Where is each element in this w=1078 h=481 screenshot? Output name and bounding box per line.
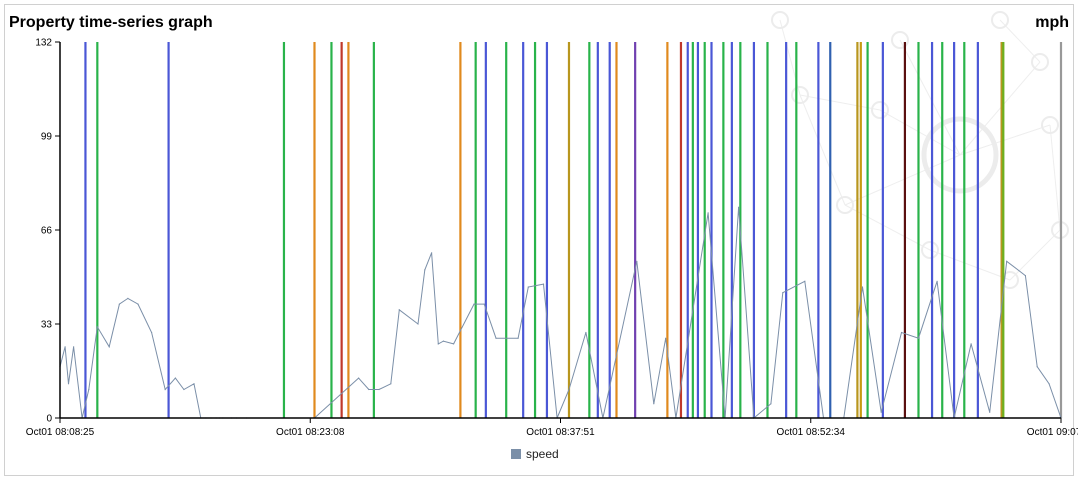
- decor-node: [771, 11, 789, 29]
- data-point: [96, 326, 98, 328]
- data-point: [970, 343, 972, 345]
- y-tick-label: 99: [41, 132, 53, 143]
- data-point: [738, 206, 740, 208]
- data-point: [1048, 383, 1050, 385]
- data-point: [861, 286, 864, 288]
- data-point: [770, 403, 772, 405]
- data-point: [936, 280, 938, 282]
- data-point: [358, 377, 360, 379]
- data-point: [473, 303, 475, 305]
- decor-node: [921, 241, 939, 259]
- data-point: [989, 411, 991, 413]
- data-point: [73, 346, 75, 348]
- data-point: [151, 331, 153, 334]
- decor-node: [991, 11, 1009, 29]
- data-point: [368, 388, 370, 391]
- data-point: [782, 292, 784, 294]
- data-point: [174, 377, 176, 379]
- data-point: [118, 303, 120, 305]
- data-point: [636, 260, 638, 262]
- decor-node: [891, 31, 909, 49]
- y-tick-label: 66: [41, 226, 53, 237]
- data-point: [804, 280, 806, 282]
- x-tick-label: Oct01 09:07:17: [1027, 427, 1078, 438]
- data-point: [880, 411, 882, 413]
- data-point: [424, 269, 426, 271]
- decor-link: [959, 124, 1051, 156]
- data-point: [453, 343, 455, 345]
- y-tick-label: 0: [46, 414, 52, 425]
- data-point: [88, 388, 90, 391]
- y-tick-label: 33: [41, 320, 53, 331]
- data-point: [707, 212, 709, 214]
- decor-node: [1031, 53, 1049, 71]
- axes: 0 33 66 99 132 Oct01 08:08:25 Oct01 08:23:08 Oc…: [26, 38, 1078, 439]
- chart-frame: Property time-series graph mph: [4, 4, 1074, 476]
- data-point: [108, 346, 110, 348]
- data-point: [127, 297, 129, 299]
- data-point: [542, 283, 545, 285]
- data-point: [183, 388, 185, 391]
- data-point: [483, 303, 485, 305]
- data-point: [1024, 275, 1026, 277]
- data-point: [417, 323, 419, 325]
- decor-node: [1041, 116, 1059, 134]
- data-point: [398, 309, 400, 311]
- x-tick-label: Oct01 08:37:51: [526, 427, 595, 438]
- unit-label: mph: [1035, 14, 1069, 31]
- decor-link: [844, 154, 961, 206]
- data-point: [67, 383, 70, 385]
- data-point: [495, 337, 497, 339]
- data-point: [665, 337, 667, 339]
- decor-link: [959, 61, 1041, 156]
- data-point: [1006, 260, 1008, 262]
- decor-node: [921, 116, 999, 194]
- series-line-speed: [59, 207, 1062, 420]
- data-point: [900, 331, 903, 334]
- decor-node: [791, 86, 809, 104]
- data-point: [442, 340, 444, 342]
- chart-title: Property time-series graph: [9, 14, 213, 31]
- data-point: [517, 337, 519, 339]
- decor-node: [871, 101, 889, 119]
- data-point: [917, 337, 920, 339]
- x-tick-label: Oct01 08:08:25: [26, 427, 95, 438]
- data-point: [193, 383, 195, 385]
- x-tick-label: Oct01 08:23:08: [276, 427, 345, 438]
- data-point: [585, 331, 587, 334]
- decor-link: [799, 94, 846, 206]
- data-point: [527, 286, 529, 288]
- data-point: [1036, 366, 1038, 368]
- decor-link: [999, 19, 1041, 63]
- data-point: [437, 343, 439, 345]
- y-tick-label: 132: [35, 38, 52, 49]
- data-point: [137, 303, 139, 305]
- event-lines: [84, 42, 1063, 418]
- legend: speed: [511, 447, 559, 461]
- x-tick-label: Oct01 08:52:34: [777, 427, 846, 438]
- decor-link: [899, 39, 961, 156]
- decor-node: [836, 196, 854, 214]
- background-decoration: [771, 11, 1069, 289]
- legend-swatch: [511, 449, 521, 459]
- legend-label: speed: [526, 447, 559, 461]
- data-point: [653, 403, 655, 405]
- data-point: [568, 388, 570, 391]
- decor-link: [879, 109, 961, 156]
- decor-link: [844, 204, 931, 251]
- data-point: [378, 388, 380, 391]
- series-layer: [59, 206, 1062, 420]
- data-point: [164, 388, 166, 391]
- decor-link: [1009, 229, 1061, 281]
- data-point: [64, 346, 66, 348]
- decor-link: [1049, 124, 1061, 231]
- data-point: [390, 383, 392, 385]
- data-point: [431, 252, 433, 254]
